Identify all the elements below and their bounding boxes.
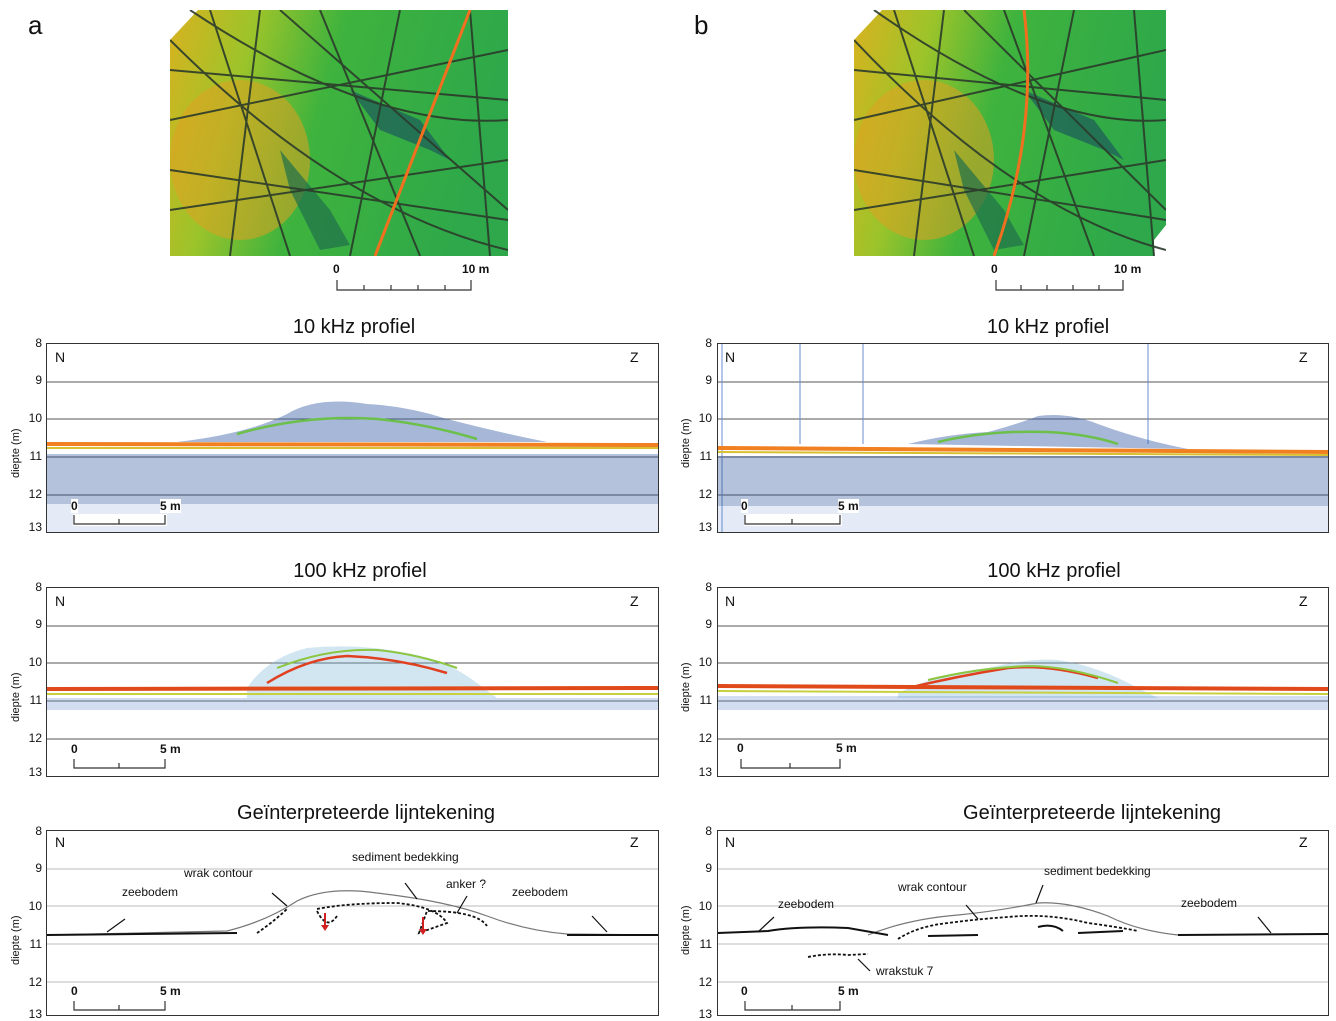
ytick-a1-13: 13 [28,520,42,534]
ytick-b3-8: 8 [705,824,712,838]
annot-zeebodem-a-left: zeebodem [122,885,179,899]
label-south-b1: Z [1299,349,1308,365]
annot-zeebodem-a-right: zeebodem [512,885,569,899]
ytick-a1-9: 9 [35,373,42,387]
map-scale-start-b: 0 [991,262,998,276]
ytick-a2-10: 10 [28,655,42,669]
ytick-b2-13: 13 [698,765,712,779]
scale-start-a2: 0 [71,742,78,756]
map-scale-end-b: 10 m [1114,262,1142,276]
profile-title-a3: Geïnterpreteerde lijntekening [237,802,495,824]
profile-title-a2: 100 kHz profiel [293,560,427,582]
ytick-b3-12: 12 [698,975,712,989]
scale-start-b3: 0 [741,984,748,998]
ytick-a2-12: 12 [28,731,42,745]
label-north-b1: N [725,349,736,365]
label-north-b3: N [725,834,736,850]
scale-start-a3: 0 [71,984,78,998]
ytick-b2-9: 9 [705,617,712,631]
ytick-a1-11: 11 [29,449,42,463]
scale-start-b1: 0 [741,499,748,513]
annot-sediment-b: sediment bedekking [1044,864,1151,878]
ytick-b3-11: 11 [699,937,712,951]
ytick-b2-8: 8 [705,580,712,594]
scale-bar-a2 [73,758,167,770]
scale-bar-b2 [740,758,842,770]
scale-start-b2: 0 [737,741,744,755]
ytick-a3-11: 11 [29,937,42,951]
annot-anker-a: anker ? [446,877,487,891]
panel-letter-b: b [694,10,709,40]
scale-end-b2: 5 m [836,741,857,755]
label-north-b2: N [725,593,736,609]
ytick-a2-8: 8 [35,580,42,594]
profile-title-b2: 100 kHz profiel [987,560,1121,582]
ytick-b1-10: 10 [698,411,712,425]
ytick-b2-10: 10 [698,655,712,669]
scale-bar-b1 [744,514,842,526]
ytick-b2-11: 11 [699,693,712,707]
map-scale-end-a: 10 m [462,262,490,276]
label-north-a1: N [55,349,66,365]
ytick-b2-12: 12 [698,731,712,745]
label-south-b2: Z [1299,593,1308,609]
label-south-a3: Z [630,834,639,850]
label-north-a2: N [55,593,66,609]
label-south-b3: Z [1299,834,1308,850]
ytick-a2-13: 13 [28,765,42,779]
annot-zeebodem-b-right: zeebodem [1181,896,1238,910]
ytick-b3-13: 13 [698,1007,712,1021]
ytick-a1-12: 12 [28,487,42,501]
profile-frame-a3 [46,830,659,1016]
annot-wrak-contour-a: wrak contour [184,866,253,880]
scale-end-b3: 5 m [838,984,859,998]
scale-end-a1: 5 m [160,499,181,513]
ytick-a2-9: 9 [35,617,42,631]
scale-bar-b3 [744,1000,842,1012]
ytick-a3-10: 10 [28,899,42,913]
label-south-a2: Z [630,593,639,609]
annot-sediment-a: sediment bedekking [352,850,459,864]
scale-end-a3: 5 m [160,984,181,998]
ytick-a3-12: 12 [28,975,42,989]
ytick-a2-11: 11 [29,693,42,707]
profile-title-b3: Geïnterpreteerde lijntekening [963,802,1221,824]
ytick-a3-9: 9 [35,861,42,875]
ytick-b1-12: 12 [698,487,712,501]
bathymetry-map-a [170,10,508,256]
ytick-a1-8: 8 [35,336,42,350]
panel-letter-a: a [28,10,43,40]
profile-frame-a2 [46,587,659,777]
map-scale-bar-b [995,278,1127,292]
label-south-a1: Z [630,349,639,365]
ytick-b1-11: 11 [699,449,712,463]
ytick-b1-8: 8 [705,336,712,350]
profile-frame-b1 [717,343,1329,533]
ytick-b1-13: 13 [698,520,712,534]
profile-frame-a1 [46,343,659,533]
profile-frame-b2 [717,587,1329,777]
scale-bar-a1 [73,514,167,526]
ytick-a3-8: 8 [35,824,42,838]
ytick-a1-10: 10 [28,411,42,425]
ytick-a3-13: 13 [28,1007,42,1021]
profile-frame-b3 [717,830,1329,1016]
profile-title-b1: 10 kHz profiel [986,316,1110,338]
map-scale-bar-a [336,278,474,292]
annot-zeebodem-b-left: zeebodem [778,897,835,911]
annot-wrakstuk-b: wrakstuk 7 [876,964,934,978]
ytick-b1-9: 9 [705,373,712,387]
profile-title-a1: 10 kHz profiel [292,316,416,338]
scale-end-b1: 5 m [838,499,859,513]
label-north-a3: N [55,834,66,850]
scale-start-a1: 0 [71,499,78,513]
bathymetry-map-b [854,10,1166,256]
scale-bar-a3 [73,1000,167,1012]
scale-end-a2: 5 m [160,742,181,756]
annot-wrak-contour-b: wrak contour [898,880,967,894]
map-scale-start-a: 0 [333,262,340,276]
ytick-b3-9: 9 [705,861,712,875]
ytick-b3-10: 10 [698,899,712,913]
